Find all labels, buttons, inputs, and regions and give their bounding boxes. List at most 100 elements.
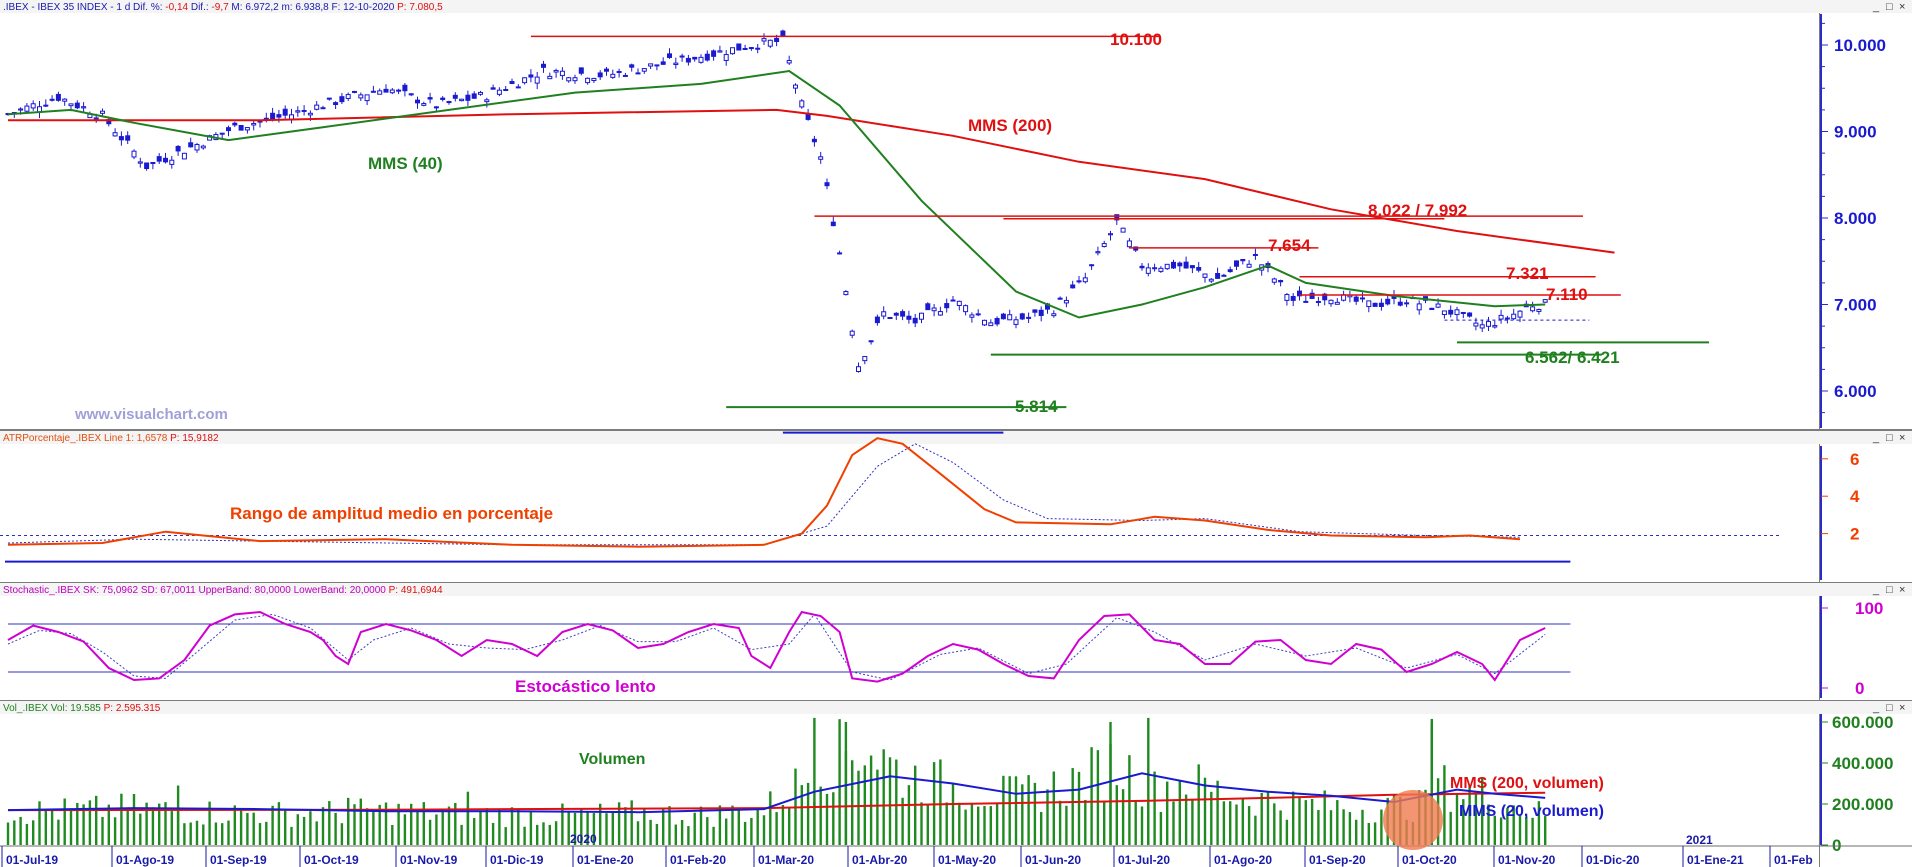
candle-body: [528, 74, 534, 78]
volume-bar: [548, 824, 551, 845]
x-tick-label: 01-Ago-20: [1214, 853, 1272, 867]
volume-bar: [1191, 800, 1194, 845]
volume-bar: [1229, 801, 1232, 845]
volume-bar: [592, 813, 596, 845]
volume-bar: [529, 811, 533, 845]
candle-body: [169, 159, 175, 165]
volume-bar: [1153, 771, 1156, 845]
volume-bar: [340, 823, 344, 845]
header-segment: P: 491,6944: [389, 585, 443, 596]
candle-body: [1448, 309, 1454, 315]
volume-bar: [510, 807, 514, 845]
volume-bar: [1065, 805, 1068, 845]
atr-panel-header: ATRPorcentaje_.IBEX Line 1: 1,6578 P: 15…: [3, 433, 219, 444]
candle-body: [1404, 302, 1410, 305]
candle-body: [1416, 303, 1422, 311]
candle-body: [1038, 309, 1044, 316]
candle-body: [55, 93, 61, 101]
volume-bar: [1487, 804, 1490, 845]
volume-bar: [687, 826, 690, 845]
volume-bar: [1304, 800, 1307, 845]
stoch-panel-header: Stochastic_.IBEX SK: 75,0962 SD: 67,0011…: [3, 585, 443, 596]
candle-body: [471, 93, 477, 99]
window-button: □: [1886, 584, 1893, 596]
candle-body: [1315, 300, 1321, 303]
candle-body: [125, 135, 131, 141]
candle-body: [1536, 308, 1542, 312]
volume-bar: [290, 826, 293, 845]
volume-bar: [1033, 782, 1037, 845]
candle-body: [635, 72, 641, 75]
volume-bar: [189, 822, 192, 845]
volume-bar: [410, 803, 413, 845]
volume-bar: [819, 786, 822, 845]
candle-body: [1328, 299, 1334, 305]
candle-body: [937, 311, 943, 316]
volume-bar: [1222, 801, 1226, 845]
volume-bar: [101, 816, 104, 845]
candle-body: [1498, 314, 1504, 320]
candle-body: [641, 68, 647, 72]
volume-bar: [624, 807, 627, 845]
candle-body: [1019, 313, 1025, 320]
candle-body: [358, 94, 364, 99]
volume-bar: [706, 817, 709, 845]
candle-body: [383, 88, 389, 93]
volume-bar: [321, 807, 325, 845]
candle-body: [1076, 280, 1082, 283]
candle-body: [43, 104, 49, 107]
volume-bar: [611, 812, 614, 845]
volume-bar: [1310, 798, 1314, 845]
volume-bar: [1058, 800, 1062, 845]
candle-body: [156, 156, 162, 162]
y-tick-label: 9.000: [1834, 123, 1877, 142]
vol-ma200-label: MMS (200, volumen): [1450, 775, 1604, 792]
candle-body: [484, 99, 490, 103]
candle-body: [547, 75, 553, 80]
candle-body: [1196, 267, 1202, 271]
level-label: 7.321: [1506, 264, 1549, 283]
volume-bar: [1298, 797, 1301, 845]
volume-bar: [485, 808, 488, 845]
candle-body: [1082, 277, 1088, 283]
x-tick-label: 01-Dic-20: [1586, 853, 1640, 867]
volume-bar: [750, 817, 753, 845]
candle-body: [352, 90, 357, 93]
candle-body: [1120, 227, 1126, 233]
candle-body: [194, 144, 200, 151]
volume-spike: [813, 717, 816, 845]
volume-bar: [1128, 755, 1131, 845]
candle-body: [1290, 296, 1296, 301]
volume-bar: [258, 823, 262, 845]
vol-ma200-line: [7, 791, 1546, 812]
candle-body: [62, 98, 68, 102]
candle-body: [81, 106, 87, 109]
candle-body: [862, 356, 868, 362]
volume-bar: [945, 802, 948, 845]
x-tick-label: 01-Jul-19: [6, 853, 58, 867]
volume-bar: [1380, 809, 1383, 845]
candle-body: [314, 104, 320, 110]
candle-body: [49, 98, 55, 101]
candle-body: [1145, 267, 1151, 274]
series-annotation: MMS (40): [368, 154, 443, 173]
volume-bar: [1544, 816, 1547, 845]
candle-body: [856, 366, 861, 372]
volume-bar: [970, 803, 974, 845]
candle-body: [692, 56, 698, 60]
candle-body: [887, 316, 893, 319]
x-tick-label: 01-Ene-21: [1687, 853, 1744, 867]
level-label: 6.562/ 6.421: [1525, 348, 1620, 367]
candle-body: [1114, 214, 1120, 221]
volume-bar: [277, 802, 281, 845]
candle-body: [1353, 296, 1359, 302]
candle-body: [824, 182, 830, 187]
volume-bar: [1285, 819, 1289, 845]
volume-bar: [6, 822, 10, 845]
volume-bar: [1499, 817, 1503, 845]
volume-bar: [517, 808, 520, 845]
candle-body: [566, 77, 572, 82]
x-tick-label: 01-Jul-20: [1118, 853, 1170, 867]
candle-body: [780, 30, 786, 37]
volume-bar: [328, 801, 331, 845]
